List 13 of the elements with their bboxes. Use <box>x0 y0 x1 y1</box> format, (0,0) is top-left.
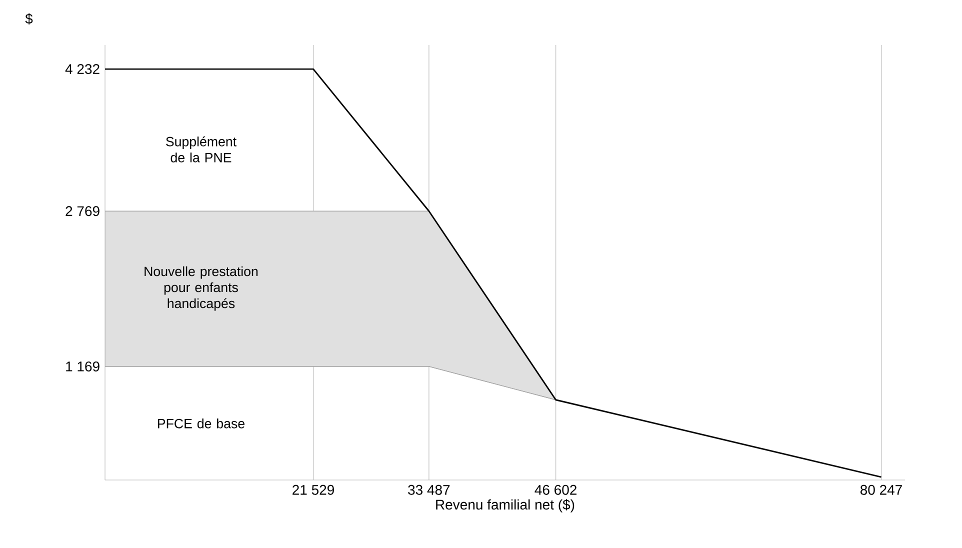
annotation: Supplément de la PNE <box>166 136 236 162</box>
y-tick-label: 4 232 <box>65 64 100 74</box>
y-tick-label: 2 769 <box>66 206 100 216</box>
x-axis-title: Revenu familial net ($) <box>436 499 574 512</box>
x-tick-label: 33 487 <box>408 484 450 495</box>
x-tick-label: 80 247 <box>860 484 902 495</box>
y-axis-title: $ <box>25 13 33 25</box>
annotation: Nouvelle prestation pour enfants handicapés <box>144 266 258 311</box>
x-tick-label: 21 529 <box>292 484 334 495</box>
annotation: PFCE de base <box>158 418 244 428</box>
line-series <box>105 68 882 478</box>
y-tick-label: 1 169 <box>66 362 100 372</box>
x-tick-label: 46 602 <box>534 484 576 495</box>
